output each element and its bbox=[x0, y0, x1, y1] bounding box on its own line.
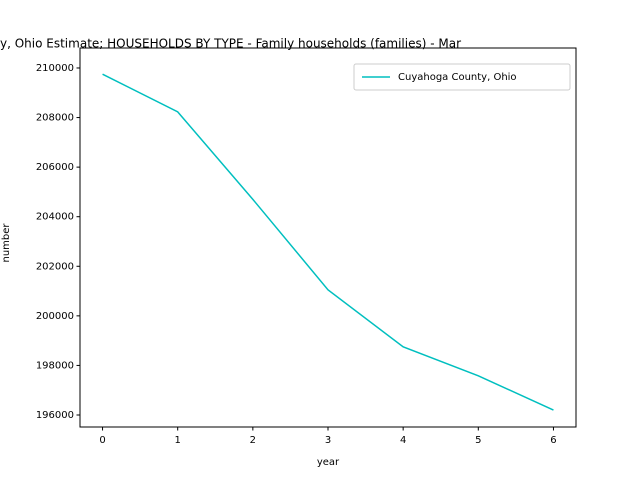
y-axis-label: number bbox=[1, 223, 12, 263]
legend-box bbox=[353, 63, 571, 91]
y-tick-label: 206000 bbox=[36, 162, 74, 173]
x-tick-label: 2 bbox=[250, 435, 256, 446]
x-tick-label: 1 bbox=[175, 435, 181, 446]
x-tick-label: 4 bbox=[400, 435, 406, 446]
plot-area bbox=[102, 73, 554, 411]
legend: Cuyahoga County, Ohio bbox=[353, 63, 571, 91]
y-tick-label: 196000 bbox=[36, 410, 74, 421]
y-tick-label: 210000 bbox=[36, 63, 74, 74]
x-axis-label: year bbox=[317, 457, 340, 468]
y-tick-label: 208000 bbox=[36, 113, 74, 124]
x-tick-label: 3 bbox=[325, 435, 331, 446]
x-tick-label: 6 bbox=[550, 435, 556, 446]
y-tick-label: 202000 bbox=[36, 261, 74, 272]
x-tick-label: 5 bbox=[475, 435, 481, 446]
x-tick-label: 0 bbox=[99, 435, 105, 446]
y-tick-label: 198000 bbox=[36, 360, 74, 371]
legend-label: Cuyahoga County, Ohio bbox=[398, 72, 517, 83]
y-tick-label: 204000 bbox=[36, 212, 74, 223]
y-tick-label: 200000 bbox=[36, 311, 74, 322]
chart-title: y, Ohio Estimate; HOUSEHOLDS BY TYPE - F… bbox=[0, 37, 461, 51]
data-line bbox=[102, 73, 554, 411]
